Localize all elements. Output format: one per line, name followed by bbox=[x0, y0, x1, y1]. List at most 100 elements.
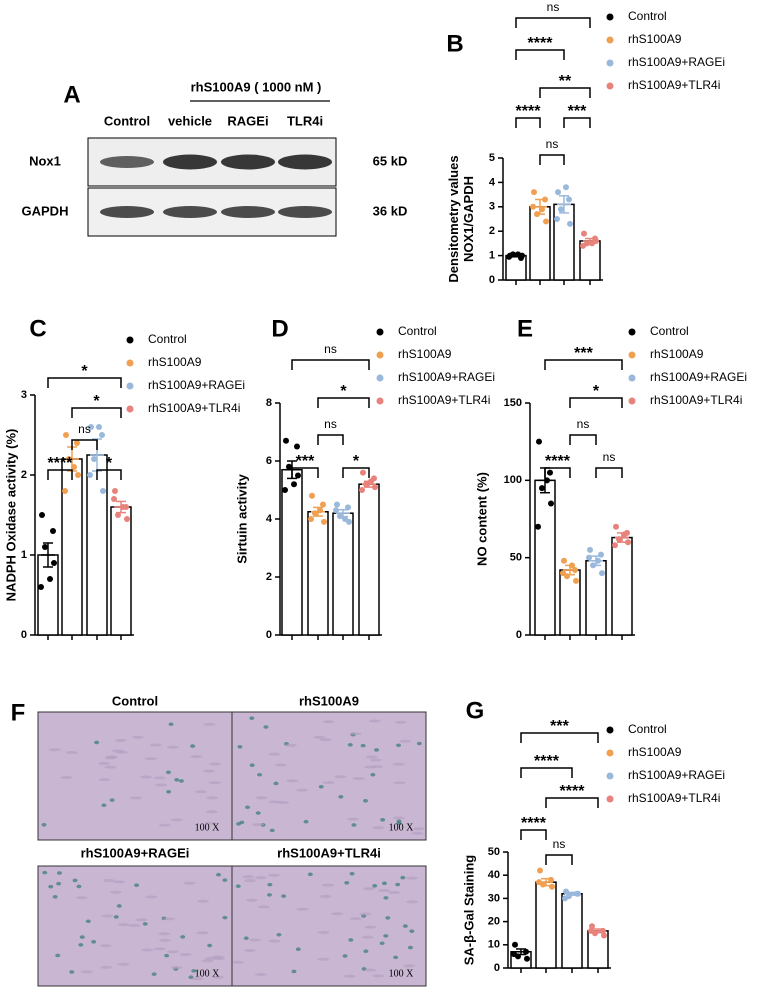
stained-cell bbox=[85, 919, 91, 924]
legend-label: rhS100A9+RAGEi bbox=[148, 378, 245, 392]
y-tick-label: 2 bbox=[21, 469, 27, 481]
stained-cell bbox=[72, 878, 78, 883]
legend-marker bbox=[376, 374, 384, 382]
stained-cell bbox=[94, 740, 100, 745]
stained-cell bbox=[235, 884, 241, 889]
cell bbox=[100, 965, 113, 969]
cell bbox=[392, 762, 405, 766]
data-point bbox=[291, 481, 297, 488]
cell bbox=[117, 962, 130, 966]
cell bbox=[99, 944, 112, 948]
stained-cell bbox=[295, 947, 301, 952]
stained-cell bbox=[263, 725, 269, 729]
data-point bbox=[589, 923, 595, 930]
micrograph bbox=[37, 711, 233, 841]
legend-marker bbox=[628, 351, 636, 359]
data-point bbox=[342, 516, 348, 522]
stained-cell bbox=[109, 798, 115, 802]
cell bbox=[98, 761, 111, 765]
lane-label: TLR4i bbox=[287, 113, 323, 128]
data-point bbox=[554, 216, 560, 222]
cell bbox=[411, 831, 424, 835]
y-tick-label: 0 bbox=[489, 274, 495, 286]
cell bbox=[104, 756, 117, 760]
y-tick-label: 0 bbox=[266, 629, 272, 641]
legend-label: rhS100A9+TLR4i bbox=[650, 393, 742, 407]
data-point bbox=[66, 456, 72, 462]
data-point bbox=[549, 883, 555, 890]
data-point bbox=[539, 206, 545, 213]
panel-letter: F bbox=[11, 699, 26, 726]
cell bbox=[399, 739, 412, 743]
lane-label: vehicle bbox=[168, 113, 212, 128]
stained-cell bbox=[245, 805, 251, 810]
cell bbox=[242, 875, 255, 879]
data-point bbox=[535, 523, 541, 530]
stained-cell bbox=[134, 883, 140, 887]
stained-cell bbox=[267, 882, 273, 887]
data-point bbox=[50, 528, 56, 534]
data-point bbox=[580, 242, 586, 249]
stained-cell bbox=[207, 943, 213, 948]
cell bbox=[203, 821, 216, 825]
cell bbox=[209, 762, 222, 766]
significance-label: * bbox=[81, 363, 88, 380]
data-point bbox=[368, 478, 374, 485]
significance-bracket bbox=[539, 154, 565, 165]
legend-label: rhS100A9+RAGEi bbox=[398, 370, 495, 384]
data-point bbox=[601, 932, 607, 939]
stained-cell bbox=[42, 870, 48, 875]
stained-cell bbox=[360, 743, 366, 748]
stained-cell bbox=[56, 871, 62, 875]
significance-label: *** bbox=[574, 345, 593, 362]
cell bbox=[205, 810, 218, 814]
cell bbox=[206, 796, 219, 800]
data-point bbox=[320, 501, 326, 508]
data-point bbox=[575, 890, 581, 897]
stained-cell bbox=[380, 817, 386, 822]
stained-cell bbox=[338, 795, 344, 799]
cell bbox=[197, 899, 210, 903]
legend-label: rhS100A9+TLR4i bbox=[628, 791, 720, 805]
significance-bracket bbox=[515, 49, 565, 60]
data-point bbox=[334, 501, 340, 508]
cell bbox=[145, 895, 158, 899]
cell bbox=[364, 925, 377, 929]
significance-bracket bbox=[520, 829, 547, 840]
data-point bbox=[112, 488, 118, 494]
lane-label: Control bbox=[104, 113, 150, 128]
y-tick-label: 30 bbox=[488, 892, 500, 904]
stained-cell bbox=[91, 940, 97, 944]
cell bbox=[252, 823, 265, 827]
cell bbox=[254, 972, 267, 976]
cell bbox=[403, 964, 416, 968]
cell bbox=[296, 907, 309, 911]
cell bbox=[162, 917, 175, 921]
legend-label: rhS100A9 bbox=[398, 347, 452, 361]
y-tick-label: 0 bbox=[516, 629, 522, 641]
stained-cell bbox=[409, 929, 415, 933]
y-tick-label: 2 bbox=[266, 571, 272, 583]
cell bbox=[202, 769, 215, 773]
magnification: 100 X bbox=[389, 968, 415, 979]
data-point bbox=[563, 888, 569, 895]
significance-label: ns bbox=[324, 342, 337, 356]
stained-cell bbox=[276, 932, 282, 937]
y-axis-label: Densitometry values bbox=[446, 155, 461, 282]
y-tick-label: 40 bbox=[488, 869, 500, 881]
cell bbox=[201, 959, 214, 963]
y-axis-label: NADPH Oxidase activity (%) bbox=[3, 429, 18, 602]
legend-label: rhS100A9 bbox=[148, 355, 202, 369]
stained-cell bbox=[381, 881, 387, 886]
data-point bbox=[542, 196, 548, 203]
cell bbox=[166, 745, 179, 749]
stained-cell bbox=[266, 893, 272, 897]
data-point bbox=[47, 576, 53, 582]
size-label: 36 kD bbox=[373, 203, 408, 218]
data-point bbox=[74, 440, 80, 446]
cell bbox=[196, 931, 209, 935]
bar bbox=[561, 893, 583, 969]
stained-cell bbox=[190, 744, 196, 748]
panel-letter: A bbox=[63, 81, 80, 108]
